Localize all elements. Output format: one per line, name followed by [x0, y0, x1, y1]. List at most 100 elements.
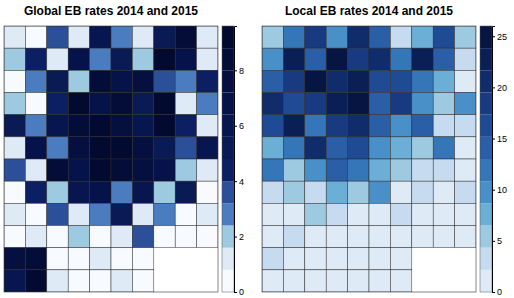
- tract: [433, 226, 454, 248]
- axis-line: [235, 27, 238, 293]
- tract: [197, 203, 218, 225]
- tick-label: 20: [497, 83, 507, 93]
- tract: [348, 181, 369, 203]
- tract: [348, 203, 369, 225]
- tract: [4, 93, 25, 115]
- colorbar-axis: 02468: [234, 27, 244, 298]
- tract: [132, 70, 153, 92]
- tract: [68, 248, 89, 270]
- tick-label: 0: [497, 287, 502, 297]
- colorbar-band: [222, 203, 234, 225]
- tract: [369, 93, 390, 115]
- tract: [68, 137, 89, 159]
- tract: [4, 203, 25, 225]
- colorbar-band: [480, 248, 492, 270]
- tract: [68, 270, 89, 292]
- colorbar-band: [480, 137, 492, 159]
- tract: [197, 48, 218, 70]
- tract: [154, 115, 175, 137]
- title: Local EB rates 2014 and 2015: [285, 4, 453, 18]
- tract: [154, 159, 175, 181]
- tract: [305, 137, 326, 159]
- tract: [175, 181, 196, 203]
- tract: [283, 93, 304, 115]
- tract: [90, 181, 111, 203]
- colorbar-band: [480, 203, 492, 225]
- tract: [305, 159, 326, 181]
- tick-label: 4: [239, 177, 244, 187]
- tract: [326, 248, 347, 270]
- tract: [154, 93, 175, 115]
- tract: [305, 226, 326, 248]
- tract: [283, 115, 304, 137]
- colorbar-band: [480, 115, 492, 137]
- tract: [433, 93, 454, 115]
- tract: [412, 226, 433, 248]
- tract: [68, 226, 89, 248]
- tract: [47, 48, 68, 70]
- tract: [262, 181, 283, 203]
- map-frame: [262, 26, 476, 292]
- tract: [197, 137, 218, 159]
- tract: [111, 248, 132, 270]
- tract: [369, 115, 390, 137]
- tract: [412, 137, 433, 159]
- tract: [390, 203, 411, 225]
- tract: [154, 203, 175, 225]
- tract: [283, 203, 304, 225]
- tract: [326, 159, 347, 181]
- tract: [111, 270, 132, 292]
- tract: [326, 70, 347, 92]
- tract: [412, 48, 433, 70]
- tract: [390, 181, 411, 203]
- tract: [455, 203, 476, 225]
- tick-mark: [234, 181, 237, 182]
- tract: [111, 181, 132, 203]
- tract: [412, 203, 433, 225]
- colorbar-frame: [480, 26, 492, 292]
- tract: [47, 270, 68, 292]
- tract: [262, 226, 283, 248]
- tract: [262, 26, 283, 48]
- tract: [132, 115, 153, 137]
- colorbar-band: [222, 93, 234, 115]
- tract: [175, 203, 196, 225]
- tick-mark: [234, 292, 237, 293]
- tract: [25, 248, 46, 270]
- tract: [111, 137, 132, 159]
- colorbar-axis: 0510152025: [492, 27, 507, 298]
- colorbar: [480, 26, 492, 292]
- tract: [348, 248, 369, 270]
- tract: [154, 26, 175, 48]
- tract: [305, 115, 326, 137]
- tract: [412, 181, 433, 203]
- tract: [4, 270, 25, 292]
- tick: 6: [234, 121, 244, 131]
- tract: [390, 248, 411, 270]
- tract: [390, 93, 411, 115]
- tract: [68, 159, 89, 181]
- tract: [25, 137, 46, 159]
- tract: [47, 115, 68, 137]
- tract: [369, 48, 390, 70]
- tract: [90, 93, 111, 115]
- tract: [132, 181, 153, 203]
- tract: [197, 93, 218, 115]
- tract: [283, 137, 304, 159]
- tract: [25, 70, 46, 92]
- tract: [326, 115, 347, 137]
- tract: [90, 26, 111, 48]
- tract: [90, 115, 111, 137]
- tract: [433, 159, 454, 181]
- tract: [111, 115, 132, 137]
- tract: [262, 115, 283, 137]
- tract: [90, 226, 111, 248]
- tract: [283, 70, 304, 92]
- colorbar-band: [222, 248, 234, 270]
- tract: [4, 159, 25, 181]
- tick-label: 25: [497, 32, 507, 42]
- tract: [433, 70, 454, 92]
- tract: [455, 159, 476, 181]
- tract: [369, 226, 390, 248]
- tract: [132, 137, 153, 159]
